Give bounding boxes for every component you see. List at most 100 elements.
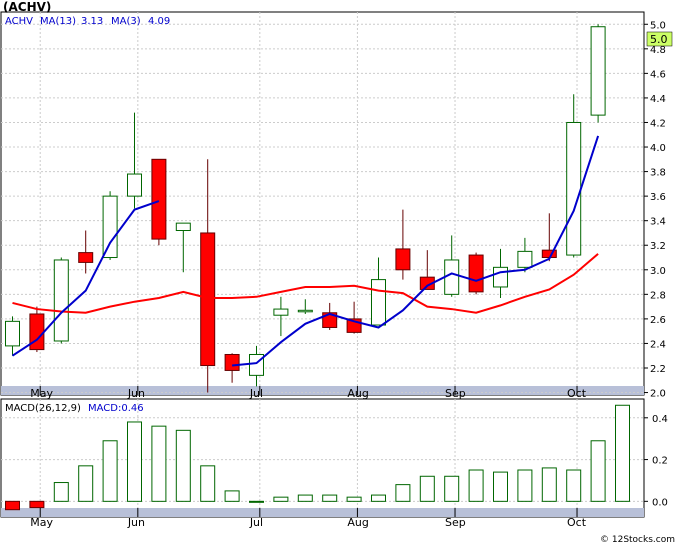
price-tick-label: 3.8 bbox=[650, 168, 666, 179]
price-month-label: Aug bbox=[347, 387, 368, 400]
macd-value-label: MACD:0.46 bbox=[88, 403, 144, 414]
candle-body bbox=[517, 250, 533, 268]
macd-month-label: May bbox=[30, 516, 53, 529]
macd-bar bbox=[371, 494, 386, 502]
candle-body bbox=[566, 121, 582, 256]
price-month-label: Oct bbox=[567, 387, 587, 400]
candle-body bbox=[468, 254, 484, 293]
macd-bar bbox=[151, 425, 167, 502]
price-candles bbox=[5, 24, 606, 393]
macd-bar bbox=[541, 467, 557, 502]
macd-bar bbox=[102, 440, 118, 502]
macd-bar bbox=[468, 469, 484, 502]
candle-body bbox=[371, 279, 386, 326]
macd-bar bbox=[517, 469, 533, 502]
price-month-label: Jun bbox=[127, 387, 145, 400]
macd-month-label: Jul bbox=[249, 516, 263, 529]
candle-body bbox=[175, 222, 191, 232]
macd-bar bbox=[322, 494, 338, 502]
macd-bar bbox=[615, 404, 630, 502]
last-price-label: 5.0 bbox=[650, 33, 668, 46]
candle-body bbox=[53, 259, 69, 342]
macd-bar bbox=[297, 494, 313, 502]
macd-bar bbox=[566, 469, 582, 502]
macd-y-ticks: 0.0 0.2 0.4 bbox=[644, 414, 668, 508]
macd-bar bbox=[29, 500, 45, 509]
price-tick-label: 4.4 bbox=[650, 94, 666, 105]
price-tick-label: 4.8 bbox=[650, 45, 666, 56]
price-tick-label: 2.4 bbox=[650, 339, 666, 350]
macd-label: MACD(26,12,9) bbox=[5, 403, 81, 414]
price-tick-label: 2.0 bbox=[650, 389, 666, 400]
macd-bars bbox=[5, 404, 630, 511]
macd-month-label: Jun bbox=[127, 516, 145, 529]
macd-tick-label: 0.2 bbox=[652, 456, 668, 467]
price-tick-label: 3.0 bbox=[650, 266, 666, 277]
macd-month-labels: May Jun Jul Aug Sep Oct bbox=[30, 508, 587, 529]
last-price-box bbox=[646, 31, 673, 47]
price-tick-label: 3.4 bbox=[650, 217, 666, 228]
candle-body bbox=[297, 309, 313, 313]
price-tick-label: 2.6 bbox=[650, 315, 666, 326]
candle-body bbox=[590, 26, 606, 116]
candle-body bbox=[5, 320, 20, 347]
candle-body bbox=[102, 195, 118, 259]
macd-bar bbox=[395, 484, 411, 502]
ma3-line bbox=[11, 135, 600, 367]
macd-bar bbox=[273, 496, 289, 502]
macd-bar bbox=[249, 500, 264, 503]
macd-month-band bbox=[1, 508, 644, 517]
price-month-label: Sep bbox=[445, 387, 466, 400]
macd-bar bbox=[419, 475, 435, 502]
legend-symbol: ACHV bbox=[5, 16, 33, 27]
legend-ma13-value: 3.13 bbox=[81, 16, 103, 27]
macd-tick-label: 0.0 bbox=[652, 497, 668, 508]
price-tick-label: 5.0 bbox=[650, 20, 666, 31]
legend-ma13-label: MA(13) bbox=[40, 16, 76, 27]
macd-bar bbox=[5, 500, 20, 511]
price-tick-label: 4.2 bbox=[650, 118, 666, 129]
macd-bar bbox=[346, 496, 362, 502]
macd-bar bbox=[590, 440, 606, 502]
candle-body bbox=[493, 266, 508, 288]
price-month-band bbox=[1, 386, 644, 395]
price-tick-label: 3.2 bbox=[650, 241, 666, 252]
candle-body bbox=[395, 248, 411, 271]
candle-body bbox=[127, 173, 142, 197]
price-month-labels: May Jun Jul Aug Sep Oct bbox=[30, 386, 587, 400]
macd-month-label: Sep bbox=[445, 516, 466, 529]
candle-body bbox=[78, 252, 94, 263]
macd-bar bbox=[200, 465, 216, 502]
price-tick-label: 4.6 bbox=[650, 69, 666, 80]
macd-bar bbox=[444, 475, 460, 502]
legend-ma3-value: 4.09 bbox=[148, 16, 170, 27]
price-tick-label: 2.8 bbox=[650, 290, 666, 301]
candle-body bbox=[273, 308, 289, 316]
chart-title: (ACHV) bbox=[3, 0, 51, 14]
price-tick-label: 4.0 bbox=[650, 143, 666, 154]
price-y-ticks: 2.0 2.2 2.4 2.6 2.8 3.0 3.2 3.4 3.6 3.8 4.0 4.2 4.4 4… bbox=[644, 20, 666, 400]
macd-month-label: Aug bbox=[347, 516, 368, 529]
candle-body bbox=[200, 232, 216, 367]
candle-body bbox=[224, 353, 240, 371]
macd-bar bbox=[493, 471, 508, 502]
candle-body bbox=[151, 158, 167, 240]
macd-bar bbox=[78, 465, 94, 502]
macd-month-label: Oct bbox=[567, 516, 587, 529]
macd-bar bbox=[224, 490, 240, 502]
price-tick-label: 2.2 bbox=[650, 364, 666, 375]
candle-body bbox=[444, 259, 460, 295]
price-month-label: Jul bbox=[249, 387, 263, 400]
moving-average-lines bbox=[11, 135, 600, 367]
macd-tick-label: 0.4 bbox=[652, 414, 668, 425]
price-month-label: May bbox=[30, 387, 53, 400]
price-tick-label: 3.6 bbox=[650, 192, 666, 203]
macd-bar bbox=[53, 482, 69, 502]
candle-body bbox=[29, 313, 45, 351]
price-panel bbox=[0, 11, 645, 396]
legend-ma3-label: MA(3) bbox=[111, 16, 141, 27]
macd-bar bbox=[175, 429, 191, 502]
macd-bar bbox=[127, 421, 142, 502]
copyright-text: © 12Stocks.com bbox=[600, 535, 675, 545]
